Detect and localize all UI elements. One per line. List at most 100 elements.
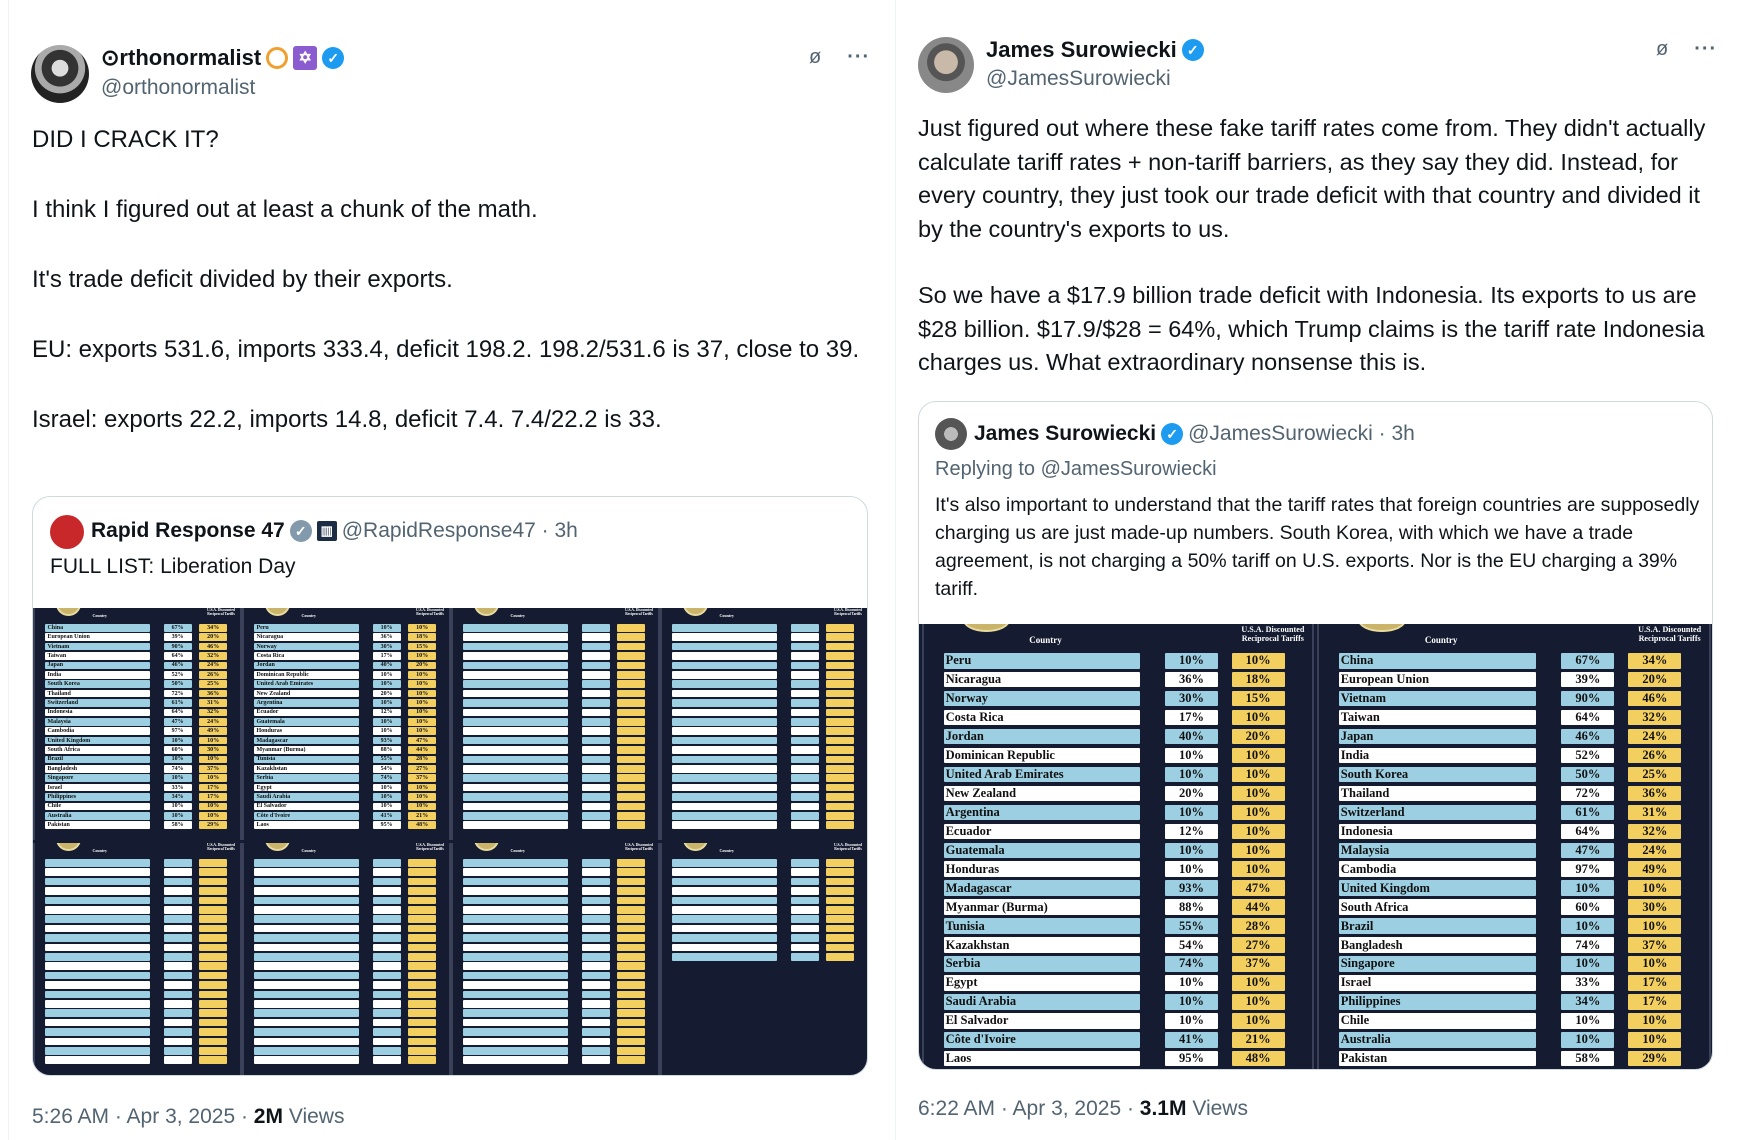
tariff-charged	[163, 962, 192, 970]
grok-icon[interactable]: ø	[1656, 38, 1669, 60]
table-row	[244, 962, 449, 970]
country-name: South Korea	[45, 680, 150, 688]
tariff-table-image[interactable]: Country U.S.A. Discounted Reciprocal Tari…	[919, 624, 1712, 1069]
tariff-charged: 40%	[1165, 728, 1218, 745]
handle[interactable]: @orthonormalist	[101, 76, 256, 99]
country-name	[672, 755, 777, 764]
seal-icon	[1358, 624, 1406, 632]
table-row	[35, 896, 240, 905]
tweet-orthonormalist: ⊙rthonormalist ✡ ✓ @orthonormalist ø ···…	[8, 0, 894, 1140]
table-row	[453, 718, 658, 726]
country-name	[463, 971, 568, 980]
country-name: Brazil	[1338, 918, 1536, 934]
table-row	[453, 755, 658, 764]
table-row	[244, 887, 449, 895]
tariff-charged	[581, 868, 610, 876]
reciprocal-tariff	[617, 793, 646, 801]
table-row	[662, 812, 867, 820]
display-name[interactable]: James Surowiecki ✓	[986, 37, 1204, 63]
column-header-country: Country	[92, 613, 107, 618]
table-row: Saudi Arabia 10% 10%	[924, 994, 1312, 1010]
table-row: Laos 95% 48%	[924, 1050, 1312, 1067]
quoted-tweet[interactable]: Rapid Response 47 ✓ ▥ @RapidResponse47 ·…	[32, 496, 868, 1076]
more-icon[interactable]: ···	[1694, 38, 1718, 60]
table-row: Chile 10% 10%	[1319, 1013, 1709, 1029]
country-name: Singapore	[45, 774, 150, 782]
reciprocal-tariff: 36%	[1628, 785, 1682, 802]
tariff-charged: 58%	[163, 821, 192, 829]
table-row	[35, 1028, 240, 1036]
country-name	[463, 887, 568, 895]
country-name	[463, 877, 568, 886]
tariff-charged: 50%	[163, 680, 192, 688]
reciprocal-tariff: 10%	[408, 680, 437, 688]
reciprocal-tariff: 24%	[199, 661, 228, 670]
tariff-charged	[163, 868, 192, 876]
table-row: Brazil 10% 10%	[1319, 918, 1709, 934]
more-icon[interactable]: ···	[847, 46, 871, 68]
tariff-list-image[interactable]: Country U.S.A. Discounted Reciprocal Tari…	[33, 608, 867, 1075]
tariff-charged	[372, 1009, 401, 1017]
country-name	[463, 624, 568, 632]
table-row: Côte d'Ivoire 41% 21%	[924, 1032, 1312, 1048]
tweet-timestamp: 5:26 AM · Apr 3, 2025 · 2M Views	[32, 1105, 345, 1128]
verified-badge-icon: ✓	[1181, 39, 1204, 61]
table-row: Chile 10% 10%	[35, 802, 240, 811]
tariff-charged: 10%	[1165, 747, 1218, 764]
country-name: European Union	[45, 633, 150, 641]
handle[interactable]: @JamesSurowiecki	[986, 67, 1171, 90]
tariff-charged	[790, 877, 819, 886]
country-name: Honduras	[254, 727, 359, 735]
country-name: Israel	[1338, 975, 1536, 991]
table-row	[662, 859, 867, 867]
table-row	[662, 765, 867, 773]
reciprocal-tariff: 25%	[199, 680, 228, 688]
avatar[interactable]	[31, 45, 89, 103]
tariff-charged	[581, 746, 610, 754]
tariff-charged	[163, 906, 192, 914]
reciprocal-tariff: 10%	[408, 689, 437, 698]
grok-icon[interactable]: ø	[809, 46, 822, 68]
display-name[interactable]: ⊙rthonormalist ✡ ✓	[101, 45, 345, 71]
replying-to[interactable]: Replying to @JamesSurowiecki	[935, 458, 1217, 480]
table-row	[662, 736, 867, 745]
country-name: United Arab Emirates	[943, 766, 1140, 783]
tariff-charged	[581, 736, 610, 745]
reciprocal-tariff	[408, 962, 437, 970]
reciprocal-tariff: 27%	[1231, 937, 1285, 953]
reciprocal-tariff: 10%	[199, 755, 228, 764]
tariff-charged	[581, 1056, 610, 1064]
tariff-charged	[372, 1000, 401, 1008]
reciprocal-tariff	[617, 821, 646, 829]
tariff-charged	[581, 689, 610, 698]
country-name	[254, 953, 359, 961]
table-row	[662, 868, 867, 876]
table-panel: Country U.S.A. Discounted Reciprocal Tari…	[451, 843, 660, 1075]
tariff-charged	[372, 1028, 401, 1036]
reciprocal-tariff	[617, 1037, 646, 1046]
avatar[interactable]	[918, 37, 974, 93]
tariff-charged: 58%	[1561, 1050, 1615, 1067]
reciprocal-tariff: 20%	[1628, 671, 1682, 688]
country-name	[254, 971, 359, 980]
country-name	[463, 1018, 568, 1027]
table-row	[244, 1028, 449, 1036]
tariff-charged	[790, 793, 819, 801]
tariff-charged	[581, 1009, 610, 1017]
reciprocal-tariff	[199, 1009, 228, 1017]
quoted-tweet[interactable]: James Surowiecki ✓ @JamesSurowiecki · 3h…	[918, 401, 1713, 1070]
table-row	[453, 708, 658, 717]
table-row	[453, 887, 658, 895]
table-row: European Union 39% 20%	[1319, 671, 1709, 688]
reciprocal-tariff: 24%	[1628, 842, 1682, 858]
tariff-charged	[581, 859, 610, 867]
table-row: Guatemala 10% 10%	[924, 842, 1312, 858]
tariff-charged: 17%	[372, 652, 401, 660]
table-row	[453, 953, 658, 961]
reciprocal-tariff: 10%	[199, 802, 228, 811]
reciprocal-tariff	[826, 661, 855, 670]
reciprocal-tariff: 10%	[408, 624, 437, 632]
reciprocal-tariff: 44%	[1231, 899, 1285, 915]
table-row	[453, 746, 658, 754]
tariff-charged: 20%	[1165, 785, 1218, 802]
